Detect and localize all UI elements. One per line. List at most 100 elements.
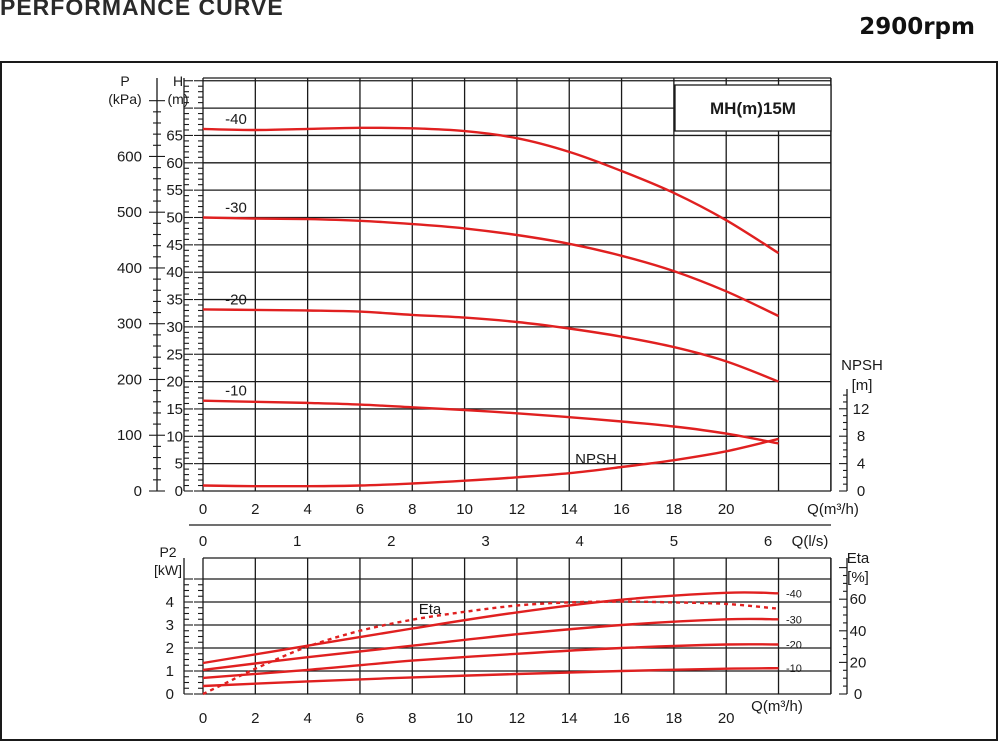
h-tick-label: 50 <box>166 210 183 227</box>
q-tick-label: 10 <box>456 501 473 518</box>
bottom-q-tick-label: 18 <box>666 710 683 727</box>
bottom-curve-p220 <box>202 643 779 680</box>
npsh-tick-label: 4 <box>857 456 865 473</box>
bottom-q-tick-label: 16 <box>613 710 630 727</box>
p-axis-unit: (kPa) <box>108 91 141 107</box>
p2-tick-label: 4 <box>166 594 174 611</box>
bottom-q-tick-label: 14 <box>561 710 578 727</box>
npsh-tick-label: 12 <box>853 401 870 418</box>
ls-tick-label: 0 <box>199 533 207 550</box>
h-tick-label: 20 <box>166 374 183 391</box>
q-tick-label: 18 <box>666 501 683 518</box>
ls-axis-label: Q(l/s) <box>792 533 829 550</box>
bottom-curve-p230 <box>202 617 779 672</box>
h-tick-label: 65 <box>166 127 183 144</box>
npsh-tick-label: 8 <box>857 428 865 445</box>
bottom-q-tick-label: 12 <box>509 710 526 727</box>
p-tick-label: 0 <box>134 483 142 500</box>
h-axis-label: H <box>173 73 183 89</box>
p-tick-label: 500 <box>117 204 142 221</box>
eta-curve-label: Eta <box>419 601 442 618</box>
chart-frame <box>0 61 998 741</box>
h-tick-label: 0 <box>175 483 183 500</box>
eta-tick-label: 40 <box>850 623 867 640</box>
p2-tick-label: 1 <box>166 663 174 680</box>
bottom-curve-eta <box>202 600 779 696</box>
top-curve-h20 <box>202 308 779 383</box>
npsh-curve-label: NPSH <box>575 451 617 468</box>
eta-tick-label: 20 <box>850 654 867 671</box>
ls-tick-label: 5 <box>670 533 678 550</box>
h-tick-label: 60 <box>166 155 183 172</box>
bottom-curve-label: -30 <box>786 614 802 626</box>
p2-tick-label: 2 <box>166 640 174 657</box>
p2-axis-label: P2 <box>159 544 176 560</box>
npsh-axis-unit: [m] <box>852 377 873 394</box>
bottom-curve-label: -20 <box>786 640 802 652</box>
h-tick-label: 25 <box>166 346 183 363</box>
h-tick-label: 5 <box>175 456 183 473</box>
top-curve-label: -30 <box>225 200 247 217</box>
h-tick-label: 10 <box>166 428 183 445</box>
q-tick-label: 0 <box>199 501 207 518</box>
top-curve-npsh <box>202 437 779 488</box>
h-axis-unit: (m) <box>168 91 189 107</box>
p-tick-label: 400 <box>117 260 142 277</box>
p2-axis-unit: [kW] <box>154 562 182 578</box>
eta-tick-label: 0 <box>854 686 862 703</box>
h-tick-label: 15 <box>166 401 183 418</box>
q-axis-label: Q(m³/h) <box>807 501 859 518</box>
top-curve-h30 <box>202 216 780 318</box>
q-tick-label: 8 <box>408 501 416 518</box>
p2-tick-label: 0 <box>166 686 174 703</box>
ls-tick-label: 1 <box>293 533 301 550</box>
bottom-curve-label: -10 <box>786 663 802 675</box>
h-tick-label: 30 <box>166 319 183 336</box>
bottom-q-tick-label: 8 <box>408 710 416 727</box>
q-tick-label: 6 <box>356 501 364 518</box>
ls-tick-label: 4 <box>576 533 584 550</box>
ls-tick-label: 2 <box>387 533 395 550</box>
ls-tick-label: 3 <box>481 533 489 550</box>
q-tick-label: 12 <box>509 501 526 518</box>
p-tick-label: 100 <box>117 427 142 444</box>
bottom-curve-p210 <box>202 667 779 688</box>
npsh-axis-label: NPSH <box>841 357 883 374</box>
bottom-q-tick-label: 0 <box>199 710 207 727</box>
eta-axis-unit: [%] <box>847 569 869 586</box>
speed-label: 2900rpm <box>859 14 975 40</box>
p-axis-label: P <box>120 73 129 89</box>
eta-axis-label: Eta <box>847 550 870 567</box>
q-tick-label: 16 <box>613 501 630 518</box>
bottom-q-tick-label: 6 <box>356 710 364 727</box>
bottom-q-tick-label: 2 <box>251 710 259 727</box>
top-curve-h10 <box>202 399 779 445</box>
h-tick-label: 45 <box>166 237 183 254</box>
p-tick-label: 300 <box>117 316 142 333</box>
bottom-q-tick-label: 10 <box>456 710 473 727</box>
p-tick-label: 200 <box>117 371 142 388</box>
model-title: MH(m)15M <box>710 99 796 118</box>
h-tick-label: 35 <box>166 292 183 309</box>
h-tick-label: 40 <box>166 264 183 281</box>
npsh-tick-label: 0 <box>857 483 865 500</box>
page-title: PERFORMANCE CURVE <box>0 0 284 20</box>
bottom-q-tick-label: 4 <box>303 710 311 727</box>
q-tick-label: 14 <box>561 501 578 518</box>
p2-tick-label: 3 <box>166 617 174 634</box>
top-curve-label: -40 <box>225 111 247 128</box>
top-curve-h40 <box>202 126 780 255</box>
eta-tick-label: 60 <box>850 591 867 608</box>
bottom-curve-label: -40 <box>786 588 802 600</box>
bottom-q-tick-label: 20 <box>718 710 735 727</box>
top-curve-label: -20 <box>225 291 247 308</box>
ls-tick-label: 6 <box>764 533 772 550</box>
q-tick-label: 2 <box>251 501 259 518</box>
top-curve-label: -10 <box>225 383 247 400</box>
bottom-q-axis-label: Q(m³/h) <box>751 698 803 715</box>
q-tick-label: 20 <box>718 501 735 518</box>
p-tick-label: 600 <box>117 148 142 165</box>
h-tick-label: 55 <box>166 182 183 199</box>
q-tick-label: 4 <box>303 501 311 518</box>
